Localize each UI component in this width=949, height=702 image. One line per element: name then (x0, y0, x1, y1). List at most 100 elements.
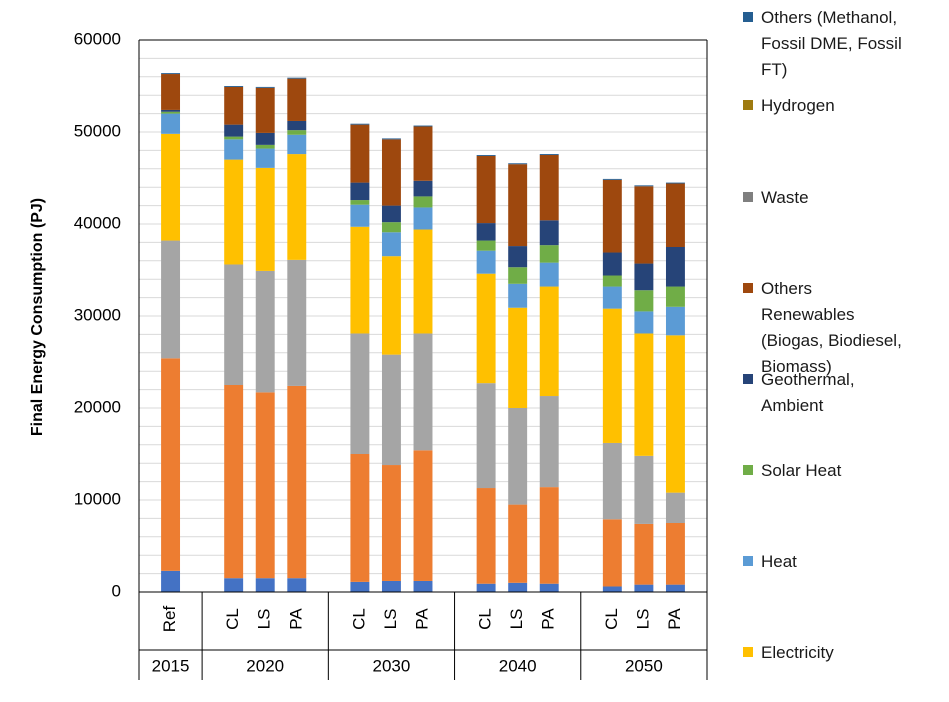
x-category-label: LS (381, 609, 400, 630)
y-tick-label: 30000 (74, 305, 121, 324)
y-tick-label: 20000 (74, 397, 121, 416)
x-group-label: 2015 (152, 656, 190, 675)
bar-segment (350, 581, 370, 592)
bar-segment (255, 148, 275, 168)
bar-segment (665, 183, 685, 247)
bar-segment (665, 306, 685, 336)
bar-segment (665, 286, 685, 307)
legend-label: Heat (761, 552, 797, 571)
bar-segment (508, 283, 528, 308)
bar-segment (287, 385, 307, 579)
bar-segment (287, 259, 307, 386)
x-group-labels: 2015 2020 2030 2040 2050 (152, 656, 663, 675)
x-group-label: 2020 (246, 656, 284, 675)
y-axis-label: Final Energy Consumption (PJ) (29, 198, 46, 436)
x-group-label: 2040 (499, 656, 537, 675)
bar-segment (255, 132, 275, 145)
bar-segment (255, 144, 275, 149)
bar-segment (350, 200, 370, 205)
legend-swatch (743, 374, 753, 384)
legend-item: Hydrogen (743, 96, 835, 115)
bar-segment (602, 586, 622, 592)
bar-segment (539, 286, 559, 397)
bar-segment (602, 275, 622, 287)
bar-segment (381, 222, 401, 233)
bar-segment (634, 523, 654, 585)
bar-segment (161, 570, 181, 592)
bar-segment (255, 167, 275, 271)
legend-label: Fossil DME, Fossil (761, 34, 902, 53)
bar-segment (350, 226, 370, 334)
bar-segment (350, 333, 370, 454)
bar-segment (508, 246, 528, 268)
bar-segment (476, 273, 496, 384)
bar-segment (413, 126, 433, 181)
x-group-label: 2030 (373, 656, 411, 675)
bar-segment (381, 354, 401, 466)
legend-label: Renewables (761, 305, 855, 324)
bar-segment (255, 86, 275, 88)
bar-segment (224, 124, 244, 137)
bar-segment (476, 250, 496, 274)
legend-item: Geothermal, Ambient (743, 370, 855, 415)
x-category-label: LS (507, 609, 526, 630)
bar-segment (287, 120, 307, 131)
bar-segment (381, 232, 401, 257)
bar-segment (161, 73, 181, 75)
bar-segment (255, 87, 275, 133)
legend-label: Others (761, 279, 812, 298)
bar-segment (413, 196, 433, 208)
bar-segment (224, 578, 244, 592)
legend-swatch (743, 647, 753, 657)
bar-segment (476, 488, 496, 584)
bar-segment (350, 454, 370, 582)
bar-segment (224, 159, 244, 265)
bar-segment (287, 154, 307, 260)
bar-segment (476, 155, 496, 224)
bar-segment (634, 290, 654, 312)
y-tick-label: 10000 (74, 489, 121, 508)
bar-segment (508, 164, 528, 247)
bar-segment (539, 396, 559, 488)
bar-segment (350, 204, 370, 227)
bar-segment (287, 578, 307, 592)
legend-swatch (743, 192, 753, 202)
y-tick-label: 40000 (74, 213, 121, 232)
legend-item: Solar Heat (743, 461, 842, 480)
bar-segment (413, 207, 433, 230)
bar-segment (602, 286, 622, 309)
legend-item: Electricity (743, 643, 834, 662)
x-category-label: CL (223, 608, 242, 630)
bar-segment (476, 583, 496, 592)
bar-segment (665, 335, 685, 493)
bar-segment (161, 109, 181, 112)
x-category-label: CL (349, 608, 368, 630)
bar-segment (508, 267, 528, 284)
bar-segment (634, 263, 654, 291)
bar-segment (539, 583, 559, 592)
bar-segment (508, 504, 528, 583)
bar-segment (634, 584, 654, 592)
bars (161, 73, 685, 592)
bar-segment (161, 133, 181, 241)
bar-segment (350, 182, 370, 201)
bar-segment (476, 223, 496, 241)
y-tick-label: 60000 (74, 29, 121, 48)
bar-segment (634, 186, 654, 264)
bar-segment (665, 247, 685, 287)
bar-segment (224, 136, 244, 140)
x-category-label: CL (602, 608, 621, 630)
legend-swatch (743, 100, 753, 110)
legend-label: Electricity (761, 643, 834, 662)
bar-segment (476, 155, 496, 156)
x-category-label: Ref (160, 606, 179, 633)
bar-segment (287, 77, 307, 79)
bar-segment (539, 487, 559, 584)
bar-segment (287, 78, 307, 121)
legend-label: Geothermal, (761, 370, 855, 389)
bar-segment (634, 333, 654, 456)
bar-segment (255, 578, 275, 592)
y-tick-labels: 0 10000 20000 30000 40000 50000 60000 (74, 29, 121, 600)
bar-segment (508, 307, 528, 408)
